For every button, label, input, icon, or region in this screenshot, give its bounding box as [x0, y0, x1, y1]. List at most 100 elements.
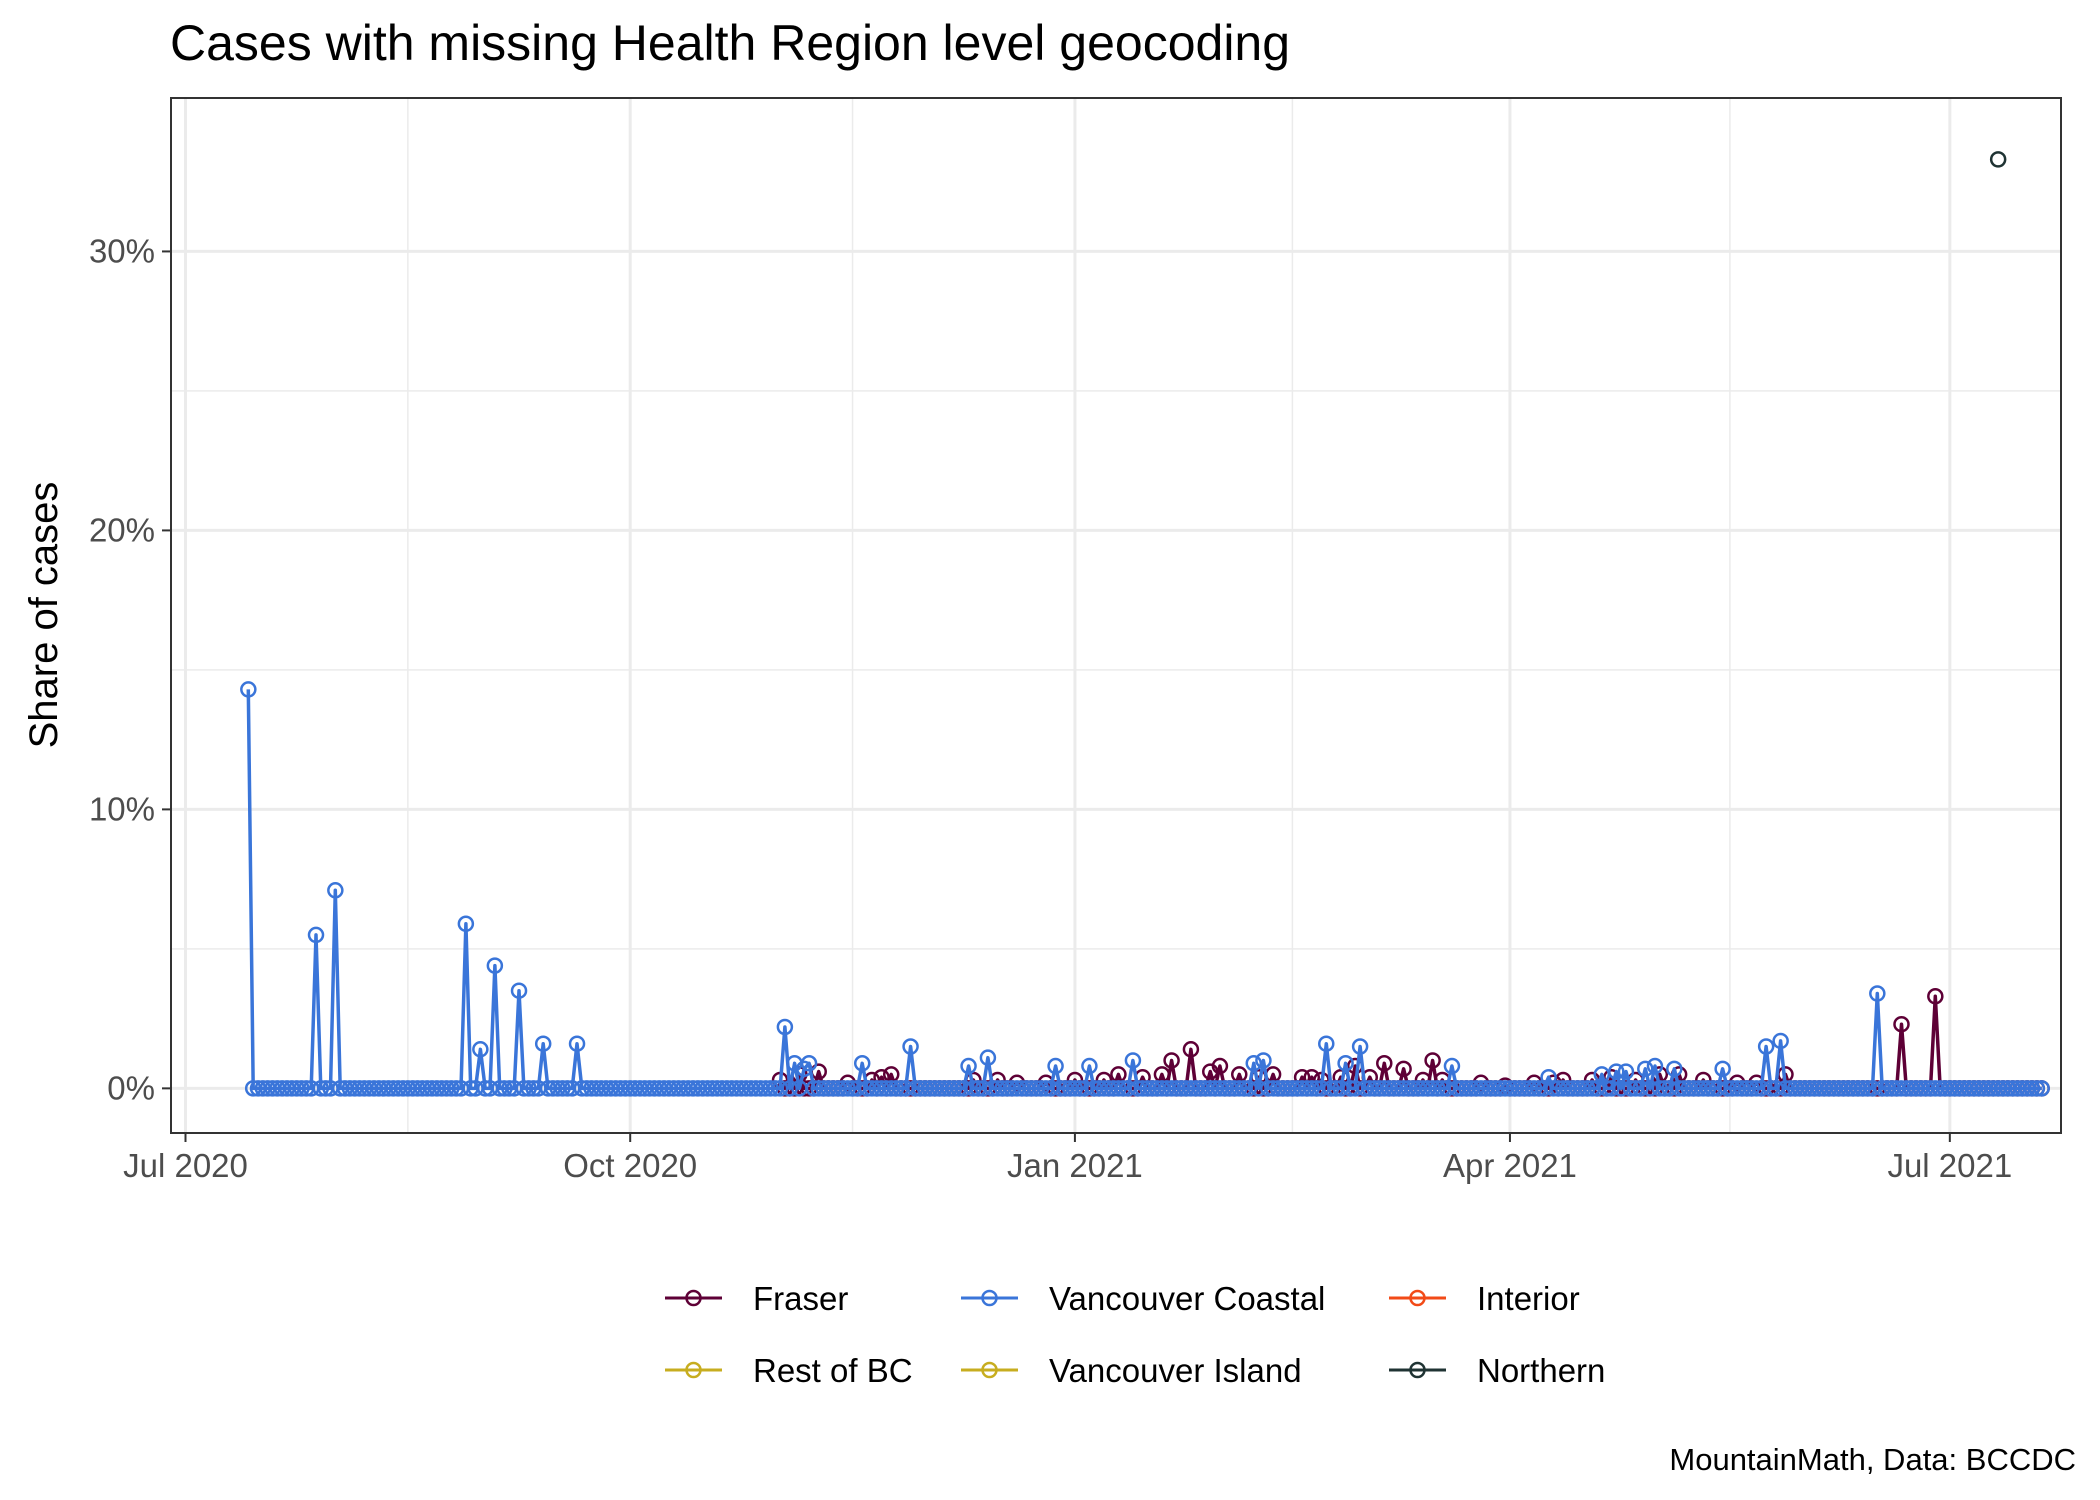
- data-point: [307, 926, 325, 944]
- legend-key-point: [981, 1289, 998, 1307]
- legend-label: Fraser: [753, 1280, 848, 1317]
- data-point: [293, 1080, 310, 1097]
- data-point: [1772, 1032, 1789, 1050]
- data-point: [1757, 1038, 1775, 1055]
- y-axis-title: Share of cases: [22, 482, 66, 749]
- data-point: [1893, 1015, 1910, 1033]
- caption: MountainMath, Data: BCCDC: [1669, 1442, 2076, 1477]
- y-tick-label: 10%: [89, 790, 155, 827]
- data-point: [1651, 1080, 1669, 1097]
- data-point: [1182, 1041, 1200, 1058]
- data-point: [1303, 1080, 1321, 1097]
- data-point: [1376, 1055, 1393, 1072]
- legend-item: Fraser: [665, 1280, 848, 1317]
- data-point: [312, 1080, 330, 1097]
- data-point: [1429, 1080, 1446, 1097]
- legend-label: Interior: [1477, 1280, 1580, 1317]
- x-tick-label: Jul 2020: [123, 1147, 248, 1184]
- legend-label: Northern: [1477, 1352, 1605, 1389]
- data-point: [240, 681, 257, 698]
- data-point: [534, 1035, 552, 1052]
- data-point: [568, 1035, 586, 1052]
- data-point: [1231, 1080, 1248, 1097]
- data-point: [762, 1080, 779, 1097]
- x-tick-label: Jan 2021: [1007, 1147, 1143, 1184]
- data-point: [486, 957, 504, 974]
- data-point: [1854, 1080, 1872, 1097]
- data-point: [1632, 1080, 1649, 1097]
- data-point: [1608, 1063, 1625, 1080]
- data-point: [771, 1080, 789, 1097]
- data-point: [1646, 1057, 1664, 1075]
- data-point: [1989, 151, 2007, 168]
- x-tick-label: Oct 2020: [563, 1147, 697, 1184]
- data-point: [472, 1041, 489, 1058]
- data-point: [2023, 1080, 2041, 1097]
- legend-item: Rest of BC: [665, 1352, 913, 1389]
- data-point: [1351, 1038, 1369, 1055]
- data-point: [554, 1080, 571, 1097]
- series-vancouver-coastal: [240, 681, 2050, 1097]
- series-layer: [240, 151, 2050, 1097]
- data-point: [443, 1080, 460, 1097]
- y-tick-label: 0%: [107, 1069, 155, 1106]
- data-point: [887, 1080, 905, 1097]
- legend-key-point: [1409, 1361, 1426, 1379]
- data-point: [945, 1080, 963, 1097]
- data-point: [1047, 1057, 1064, 1075]
- legend-label: Rest of BC: [753, 1352, 913, 1389]
- legend-item: Northern: [1389, 1352, 1605, 1389]
- chart-title: Cases with missing Health Region level g…: [170, 15, 1290, 71]
- data-point: [965, 1080, 982, 1097]
- x-tick-label: Jul 2021: [1887, 1147, 2012, 1184]
- data-point: [979, 1049, 997, 1066]
- data-point: [1255, 1052, 1272, 1069]
- plot-background: [171, 98, 2061, 1133]
- data-point: [1081, 1057, 1098, 1075]
- data-point: [960, 1057, 977, 1075]
- data-point: [1927, 988, 1944, 1005]
- data-point: [1743, 1080, 1760, 1097]
- data-point: [1637, 1060, 1654, 1078]
- legend-item: Interior: [1389, 1280, 1580, 1317]
- data-point: [1666, 1060, 1683, 1078]
- data-point: [1337, 1055, 1354, 1072]
- legend-key-point: [685, 1361, 702, 1379]
- data-point: [1443, 1057, 1461, 1075]
- data-point: [1617, 1063, 1635, 1080]
- data-point: [520, 1080, 537, 1097]
- plot-border: [170, 97, 2062, 1134]
- y-tick-label: 30%: [89, 232, 155, 269]
- data-point: [1869, 985, 1886, 1002]
- data-point: [853, 1055, 871, 1072]
- data-point: [510, 982, 528, 999]
- x-tick-label: Apr 2021: [1443, 1147, 1577, 1184]
- data-point: [327, 882, 344, 899]
- legend-item: Vancouver Island: [961, 1352, 1302, 1389]
- data-point: [496, 1080, 513, 1097]
- data-point: [2033, 1080, 2050, 1097]
- data-point: [1699, 1080, 1717, 1097]
- data-point: [1240, 1080, 1258, 1097]
- data-point: [902, 1038, 919, 1055]
- legend: Fraser Vancouver Coastal Interior Rest of B…: [665, 1280, 1605, 1389]
- data-point: [1318, 1035, 1335, 1052]
- axes: Jul 2020 Oct 2020 Jan 2021 Apr 2021 Jul 2021…: [89, 232, 2012, 1184]
- data-point: [1163, 1052, 1180, 1069]
- legend-item: Vancouver Coastal: [961, 1280, 1325, 1317]
- series-northern: [1989, 151, 2007, 168]
- data-point: [1714, 1060, 1731, 1078]
- data-point: [457, 915, 475, 933]
- data-point: [1322, 1080, 1340, 1097]
- data-point: [1245, 1055, 1263, 1072]
- legend-key-point: [1409, 1289, 1426, 1307]
- data-point: [1579, 1080, 1596, 1097]
- data-point: [1395, 1060, 1412, 1078]
- data-point: [2028, 1080, 2046, 1097]
- data-point: [1424, 1052, 1441, 1069]
- data-point: [1211, 1057, 1229, 1075]
- data-point: [1124, 1052, 1142, 1069]
- data-point: [839, 1080, 856, 1097]
- data-point: [781, 1080, 798, 1097]
